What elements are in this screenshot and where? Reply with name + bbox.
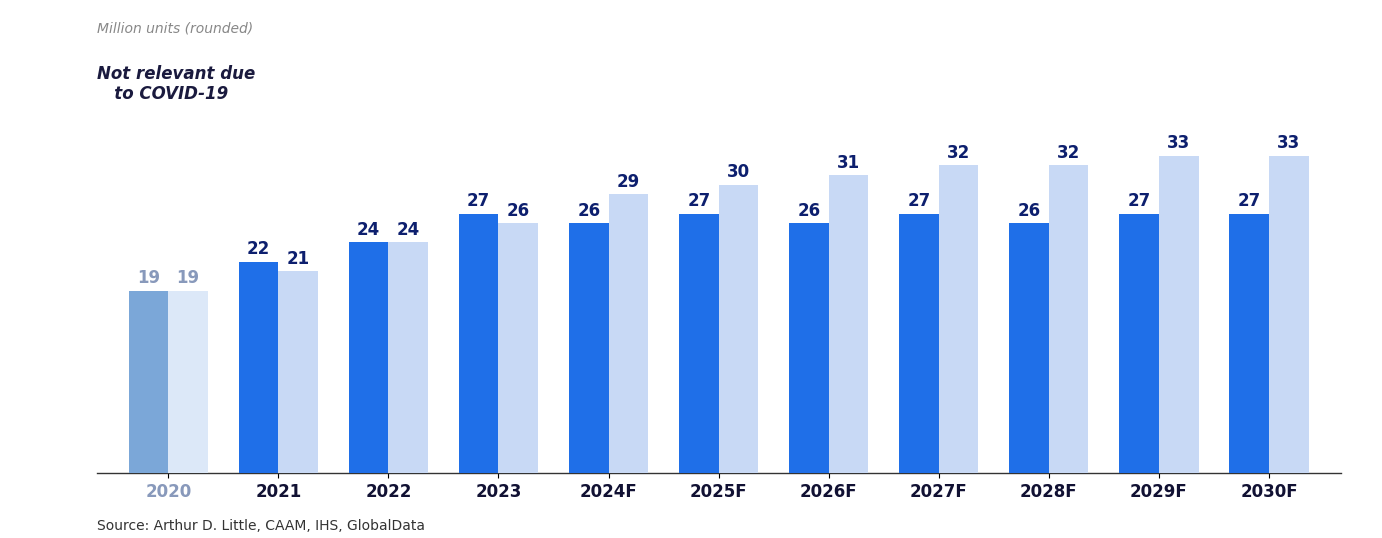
Text: 32: 32 xyxy=(1057,144,1081,162)
Bar xyxy=(1119,214,1159,473)
Bar xyxy=(1269,155,1309,473)
Bar xyxy=(499,223,538,473)
Text: 22: 22 xyxy=(247,240,269,258)
Bar xyxy=(569,223,608,473)
Bar xyxy=(278,271,318,473)
Bar xyxy=(1159,155,1198,473)
Text: 32: 32 xyxy=(947,144,970,162)
Bar xyxy=(608,194,648,473)
Text: 19: 19 xyxy=(137,269,160,287)
Text: 21: 21 xyxy=(286,250,310,268)
Bar xyxy=(938,165,978,473)
Text: Not relevant due
   to COVID-19: Not relevant due to COVID-19 xyxy=(97,65,256,103)
Text: 30: 30 xyxy=(727,163,750,181)
Bar xyxy=(1009,223,1049,473)
Bar xyxy=(679,214,719,473)
Text: 33: 33 xyxy=(1277,134,1300,152)
Text: 27: 27 xyxy=(1128,192,1151,210)
Bar xyxy=(1049,165,1089,473)
Text: 26: 26 xyxy=(1017,202,1041,220)
Bar xyxy=(789,223,829,473)
Bar xyxy=(169,291,207,473)
Text: 19: 19 xyxy=(177,269,199,287)
Text: 26: 26 xyxy=(507,202,529,220)
Text: 27: 27 xyxy=(908,192,930,210)
Text: Million units (rounded): Million units (rounded) xyxy=(97,22,253,36)
Text: 24: 24 xyxy=(357,221,380,239)
Text: 27: 27 xyxy=(1237,192,1260,210)
Text: 27: 27 xyxy=(687,192,710,210)
Bar xyxy=(719,185,759,473)
Text: 27: 27 xyxy=(467,192,491,210)
Bar xyxy=(129,291,169,473)
Text: 24: 24 xyxy=(397,221,420,239)
Text: 26: 26 xyxy=(797,202,821,220)
Bar xyxy=(239,261,278,473)
Text: 26: 26 xyxy=(578,202,600,220)
Text: 31: 31 xyxy=(837,154,860,172)
Text: 33: 33 xyxy=(1168,134,1190,152)
Bar xyxy=(348,243,388,473)
Bar xyxy=(388,243,428,473)
Bar xyxy=(459,214,499,473)
Text: 29: 29 xyxy=(616,173,640,191)
Bar xyxy=(900,214,938,473)
Bar xyxy=(1230,214,1269,473)
Text: Source: Arthur D. Little, CAAM, IHS, GlobalData: Source: Arthur D. Little, CAAM, IHS, Glo… xyxy=(97,519,424,533)
Bar xyxy=(829,175,868,473)
